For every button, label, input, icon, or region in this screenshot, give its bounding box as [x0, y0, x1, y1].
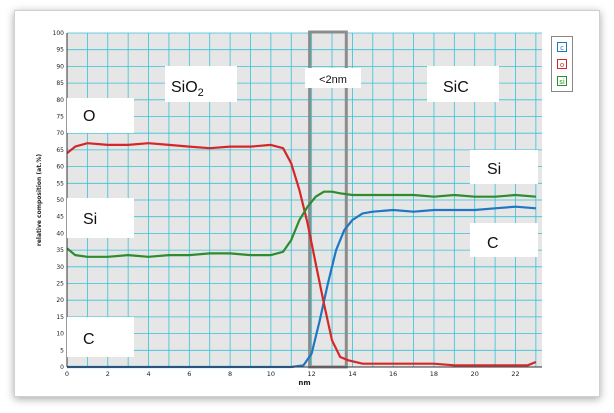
x-tick-label: 22: [511, 370, 519, 378]
y-tick-label: 5: [60, 347, 64, 354]
y-tick-label: 80: [56, 97, 64, 104]
annotation-si-left-bg: [67, 198, 134, 238]
y-tick-label: 30: [56, 264, 64, 271]
region-label-sic: SiC: [443, 79, 469, 96]
y-tick-label: 90: [56, 63, 64, 70]
y-axis-label: relative composition (at.%): [36, 154, 43, 246]
y-tick-label: 70: [56, 130, 64, 137]
legend-item-si: si: [557, 75, 567, 86]
y-tick-label: 60: [56, 164, 64, 171]
legend-item-o: o: [557, 58, 567, 69]
legend: c o si: [551, 36, 573, 92]
annotation-c-right: C: [487, 235, 499, 252]
x-tick-label: 10: [267, 370, 275, 378]
chart-frame: 0 5 10 15 20 25 30 35 40 45 50 55 60 65 70 75 80 85 90 95 10…: [14, 10, 600, 397]
annotation-si-right-bg: [470, 150, 538, 184]
x-tick-label: 16: [389, 370, 397, 378]
interface-label-bg: [305, 68, 361, 88]
y-tick-label: 20: [56, 297, 64, 304]
x-tick-label: 14: [348, 370, 356, 378]
annotation-c-left: C: [83, 331, 95, 348]
annotation-si-left: Si: [83, 211, 97, 228]
series-line-o: [66, 142, 537, 367]
y-tick-label: 65: [56, 147, 64, 154]
y-tick-label: 100: [53, 30, 65, 37]
x-axis-label: nm: [298, 379, 310, 387]
x-tick-label: 0: [65, 370, 69, 378]
y-tick-label: 45: [56, 214, 64, 221]
series-line-si: [66, 190, 536, 258]
legend-item-c: c: [557, 42, 567, 53]
interface-label: <2nm: [319, 74, 347, 86]
x-tick-label: 6: [187, 370, 191, 378]
y-tick-label: 40: [56, 230, 64, 237]
annotation-si-right: Si: [487, 161, 501, 178]
x-tick-label: 8: [228, 370, 232, 378]
x-tick-label: 4: [146, 370, 150, 378]
region-label-sio2-bg: [165, 66, 237, 102]
x-tick-label: 2: [106, 370, 110, 378]
x-tick-label: 18: [430, 370, 438, 378]
annotation-c-right-bg: [470, 223, 538, 257]
y-tick-label: 55: [56, 180, 64, 187]
y-tick-label: 10: [56, 331, 64, 338]
annotation-o-bg: [67, 98, 134, 133]
y-tick-label: 75: [56, 114, 64, 121]
y-tick-label: 25: [56, 281, 64, 288]
x-tick-label: 20: [471, 370, 479, 378]
y-tick-label: 95: [56, 47, 64, 54]
y-tick-label: 15: [56, 314, 64, 321]
annotation-c-left-bg: [67, 317, 134, 357]
gridlines: [66, 32, 542, 368]
composition-depth-profile-chart: 0510152025303540455055606570758085909510…: [36, 30, 542, 387]
y-tick-label: 85: [56, 80, 64, 87]
annotation-o: O: [83, 108, 95, 125]
region-label-sio2: SiO2: [171, 79, 204, 99]
x-tick-label: 12: [307, 370, 315, 378]
axes: 0510152025303540455055606570758085909510…: [36, 30, 542, 387]
y-tick-label: 35: [56, 247, 64, 254]
y-tick-label: 50: [56, 197, 64, 204]
y-tick-label: 0: [60, 364, 64, 371]
region-label-sic-bg: [427, 66, 499, 102]
